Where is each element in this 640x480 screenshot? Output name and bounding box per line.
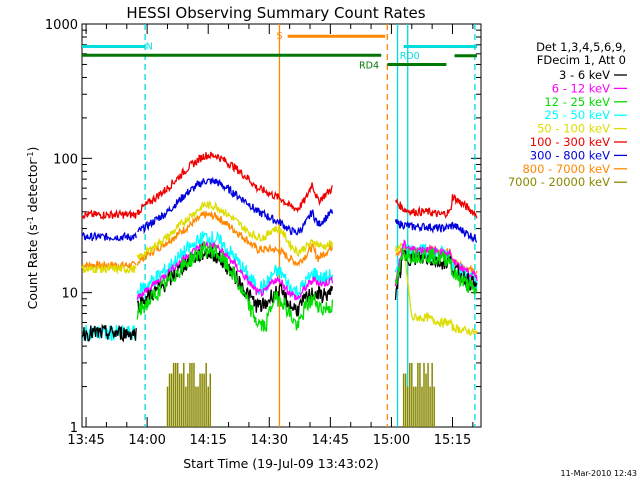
y-label-part3: )	[25, 147, 40, 152]
y-axis-label: Count Rate (s-1 detector-1)	[25, 147, 40, 310]
legend-header-1: Det 1,3,4,5,6,9,	[536, 40, 626, 54]
legend-header-2: FDecim 1, Att 0	[537, 53, 626, 67]
plot-frame	[81, 23, 482, 428]
y-label-sup1: -1	[26, 216, 35, 224]
x-tick-label: 14:00	[128, 433, 165, 448]
series-line-5	[136, 200, 334, 260]
x-tick-label: 15:00	[373, 433, 410, 448]
legend: Det 1,3,4,5,6,9, FDecim 1, Att 0 3 - 6 k…	[508, 40, 627, 189]
series-line-7	[394, 219, 477, 243]
legend-label: 100 - 300 keV	[530, 135, 610, 149]
x-tick-label: 14:30	[251, 433, 288, 448]
flag-label: S	[276, 31, 282, 42]
x-tick-label: 14:45	[312, 433, 349, 448]
series-line-6	[136, 151, 334, 216]
y-tick-label: 100	[53, 152, 78, 167]
flag-label: RD0	[400, 51, 420, 62]
series-line-6	[81, 208, 137, 221]
timestamp: 11-Mar-2010 12:43	[561, 469, 638, 478]
series-line-3	[136, 240, 334, 333]
series-line-5	[81, 264, 137, 275]
x-tick-label: 13:45	[67, 433, 104, 448]
legend-label: 6 - 12 keV	[552, 81, 610, 95]
y-label-sup2: -1	[26, 152, 35, 160]
series-line-6	[394, 193, 478, 219]
legend-label: 300 - 800 keV	[530, 148, 610, 162]
series-line-2	[136, 240, 334, 301]
flag-label: N	[146, 42, 153, 53]
y-label-part2: detector	[25, 159, 40, 217]
legend-label: 3 - 6 keV	[559, 68, 610, 82]
plot-area: 1 10 100 1000 13:45 14:00 14:15 14:30 14:45 15:00…	[45, 18, 482, 448]
x-tick-label: 15:15	[434, 433, 471, 448]
legend-label: 800 - 7000 keV	[522, 162, 610, 176]
legend-label: 50 - 100 keV	[537, 122, 610, 136]
x-axis-label: Start Time (19-Jul-09 13:43:02)	[183, 456, 379, 471]
series-line-7	[137, 176, 334, 236]
legend-label: 12 - 25 keV	[544, 95, 610, 109]
y-tick-label: 1	[70, 421, 78, 436]
series-line-1	[81, 323, 137, 343]
series-line-3	[394, 247, 478, 295]
x-tick-label: 14:15	[189, 433, 226, 448]
y-tick-label: 1000	[45, 18, 78, 33]
series-line-7	[81, 231, 137, 242]
y-label-part1: Count Rate (s	[25, 224, 40, 309]
legend-label: 25 - 50 keV	[544, 108, 610, 122]
flag-label: RD4	[359, 60, 379, 71]
legend-label: 7000 - 20000 keV	[508, 175, 610, 189]
series-line-5	[394, 242, 478, 337]
chart-title: HESSI Observing Summary Count Rates	[126, 4, 425, 22]
series-line-8	[136, 209, 333, 267]
y-tick-label: 10	[61, 287, 78, 302]
